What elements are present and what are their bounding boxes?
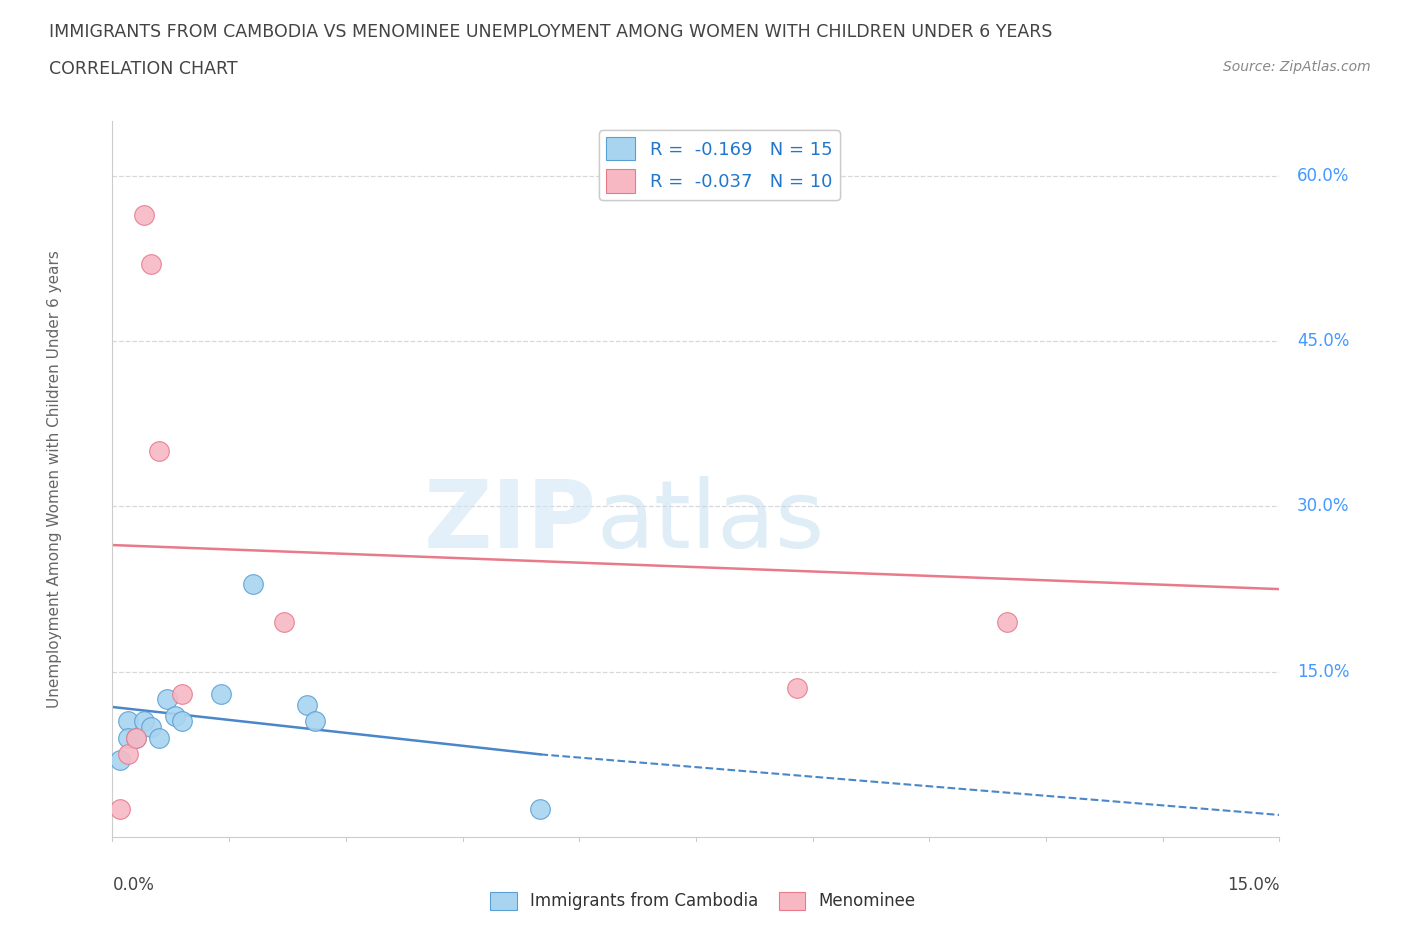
Point bbox=[132, 207, 155, 222]
Text: CORRELATION CHART: CORRELATION CHART bbox=[49, 60, 238, 78]
Text: Source: ZipAtlas.com: Source: ZipAtlas.com bbox=[1223, 60, 1371, 74]
Point bbox=[141, 720, 163, 735]
Point bbox=[172, 686, 194, 701]
Point bbox=[125, 730, 148, 745]
Point bbox=[148, 444, 170, 458]
Point bbox=[110, 802, 132, 817]
Point bbox=[117, 714, 139, 729]
Text: 30.0%: 30.0% bbox=[1296, 498, 1350, 515]
Text: ZIP: ZIP bbox=[423, 476, 596, 568]
Text: 15.0%: 15.0% bbox=[1296, 663, 1350, 681]
Point bbox=[148, 730, 170, 745]
Text: 15.0%: 15.0% bbox=[1227, 876, 1279, 895]
Point bbox=[209, 686, 232, 701]
Legend: R =  -0.169   N = 15, R =  -0.037   N = 10: R = -0.169 N = 15, R = -0.037 N = 10 bbox=[599, 130, 839, 200]
Point bbox=[141, 257, 163, 272]
Point bbox=[786, 681, 808, 696]
Point bbox=[529, 802, 551, 817]
Point bbox=[117, 747, 139, 762]
Point bbox=[172, 714, 194, 729]
Legend: Immigrants from Cambodia, Menominee: Immigrants from Cambodia, Menominee bbox=[484, 885, 922, 917]
Point bbox=[156, 692, 179, 707]
Point bbox=[125, 730, 148, 745]
Point bbox=[295, 698, 318, 712]
Text: Unemployment Among Women with Children Under 6 years: Unemployment Among Women with Children U… bbox=[46, 250, 62, 708]
Point bbox=[995, 615, 1018, 630]
Text: 0.0%: 0.0% bbox=[112, 876, 155, 895]
Text: IMMIGRANTS FROM CAMBODIA VS MENOMINEE UNEMPLOYMENT AMONG WOMEN WITH CHILDREN UND: IMMIGRANTS FROM CAMBODIA VS MENOMINEE UN… bbox=[49, 23, 1053, 41]
Point bbox=[117, 730, 139, 745]
Text: 45.0%: 45.0% bbox=[1296, 332, 1350, 351]
Point bbox=[304, 714, 326, 729]
Point bbox=[242, 577, 264, 591]
Point bbox=[273, 615, 295, 630]
Text: 60.0%: 60.0% bbox=[1296, 167, 1350, 185]
Point bbox=[110, 752, 132, 767]
Text: atlas: atlas bbox=[596, 476, 825, 568]
Point bbox=[132, 714, 155, 729]
Point bbox=[163, 709, 186, 724]
